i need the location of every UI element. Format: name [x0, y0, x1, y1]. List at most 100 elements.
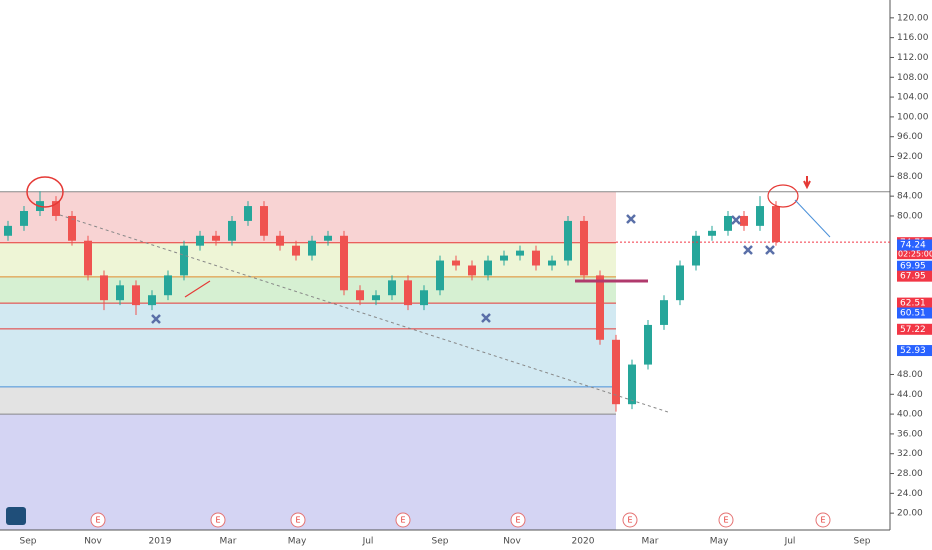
- x-tick-label: Sep: [432, 537, 449, 547]
- zone-band: [0, 276, 616, 304]
- candle-body: [548, 260, 556, 266]
- y-tick-label: 100.00: [897, 112, 929, 122]
- earnings-label: E: [95, 516, 100, 525]
- candle-body: [676, 265, 684, 301]
- x-tick-label: 2020: [572, 537, 595, 547]
- earnings-label: E: [515, 516, 520, 525]
- candle-body: [708, 230, 716, 236]
- arrow: [184, 280, 211, 298]
- zone-band: [0, 386, 616, 415]
- candle-body: [100, 275, 108, 301]
- candle-body: [164, 275, 172, 296]
- trendline: [59, 214, 669, 413]
- candle-body: [404, 280, 412, 306]
- candle-body: [516, 250, 524, 256]
- candle-body: [228, 220, 236, 241]
- candle-body: [356, 290, 364, 301]
- earnings-marker: [395, 512, 411, 528]
- y-tick-label: 24.00: [897, 489, 923, 499]
- y-tick-label: 28.00: [897, 469, 923, 479]
- candle-body: [420, 290, 428, 306]
- earnings-marker: [510, 512, 526, 528]
- candle-body: [196, 235, 204, 246]
- x-tick-label: Sep: [854, 537, 871, 547]
- price-tag-label: 69.95: [900, 262, 926, 272]
- candle-body: [260, 206, 268, 236]
- price-tag: [897, 323, 932, 335]
- earnings-marker: [622, 512, 638, 528]
- candle-body: [308, 240, 316, 256]
- candle-body: [52, 201, 60, 216]
- price-tag-label: 62.51: [900, 299, 926, 309]
- zone-band: [0, 191, 616, 243]
- candle-body: [660, 300, 668, 325]
- candle-body: [532, 250, 540, 266]
- x-tick-label: May: [710, 537, 729, 547]
- price-tag: [897, 260, 932, 272]
- candle-body: [724, 215, 732, 231]
- x-tick-label: 2019: [149, 537, 172, 547]
- earnings-label: E: [295, 516, 300, 525]
- earnings-label: E: [215, 516, 220, 525]
- candle-body: [148, 295, 156, 306]
- price-tag-label: 67.95: [900, 272, 926, 282]
- earnings-marker: [90, 512, 106, 528]
- candle-body: [388, 280, 396, 296]
- candle-body: [132, 285, 140, 306]
- x-tick-label: Nov: [503, 537, 521, 547]
- y-tick-label: 32.00: [897, 449, 923, 459]
- axis-labels: 120.00 116.00 112.00 108.00 104.00 100.00 96.0…: [20, 13, 929, 546]
- y-tick-label: 112.00: [897, 53, 929, 63]
- candle-body: [756, 206, 764, 226]
- price-tag-label: 57.22: [900, 325, 926, 335]
- price-tag-label: 74.24: [900, 240, 926, 250]
- countdown: 02:25:00: [898, 250, 932, 259]
- y-tick-label: 84.00: [897, 192, 923, 202]
- candle-body: [292, 245, 300, 256]
- candle-body: [84, 240, 92, 276]
- y-tick-label: 120.00: [897, 13, 929, 23]
- price-tag-label: 60.51: [900, 309, 926, 319]
- y-tick-label: 116.00: [897, 33, 929, 43]
- candle-body: [4, 225, 12, 236]
- down-arrow: [803, 176, 811, 190]
- candle-body: [468, 265, 476, 276]
- candle-body: [68, 215, 76, 241]
- candle-body: [484, 260, 492, 276]
- candles: [4, 191, 780, 412]
- x-tick-label: Jul: [362, 537, 374, 547]
- x-tick-label: Sep: [20, 537, 37, 547]
- x-tick-label: Mar: [642, 537, 659, 547]
- price-tag: [897, 345, 932, 357]
- candle-body: [116, 285, 124, 301]
- candle-body: [20, 211, 28, 226]
- y-tick-label: 36.00: [897, 429, 923, 439]
- price-tag: [897, 270, 932, 282]
- x-tick-label: Jul: [784, 537, 796, 547]
- y-tick-label: 80.00: [897, 211, 923, 221]
- arrow: [794, 199, 831, 238]
- circle-annotation: [767, 184, 799, 208]
- x-tick-label: Mar: [220, 537, 237, 547]
- earnings-marker: [210, 512, 226, 528]
- zone-band: [0, 414, 616, 530]
- earnings-label: E: [820, 516, 825, 525]
- x-tick-label: Nov: [84, 537, 102, 547]
- drawings: [26, 176, 831, 413]
- y-tick-label: 96.00: [897, 132, 923, 142]
- candle-body: [244, 206, 252, 221]
- earnings-marker: [290, 512, 306, 528]
- candle-body: [628, 364, 636, 405]
- candle-body: [500, 255, 508, 261]
- candle-body: [740, 215, 748, 226]
- price-tag: [897, 307, 932, 319]
- candle-body: [644, 324, 652, 365]
- earnings-marker: [815, 512, 831, 528]
- earnings-label: E: [627, 516, 632, 525]
- candle-body: [372, 295, 380, 301]
- zone-band: [0, 303, 616, 329]
- candle-body: [580, 220, 588, 276]
- candle-body: [340, 235, 348, 291]
- y-tick-label: 92.00: [897, 152, 923, 162]
